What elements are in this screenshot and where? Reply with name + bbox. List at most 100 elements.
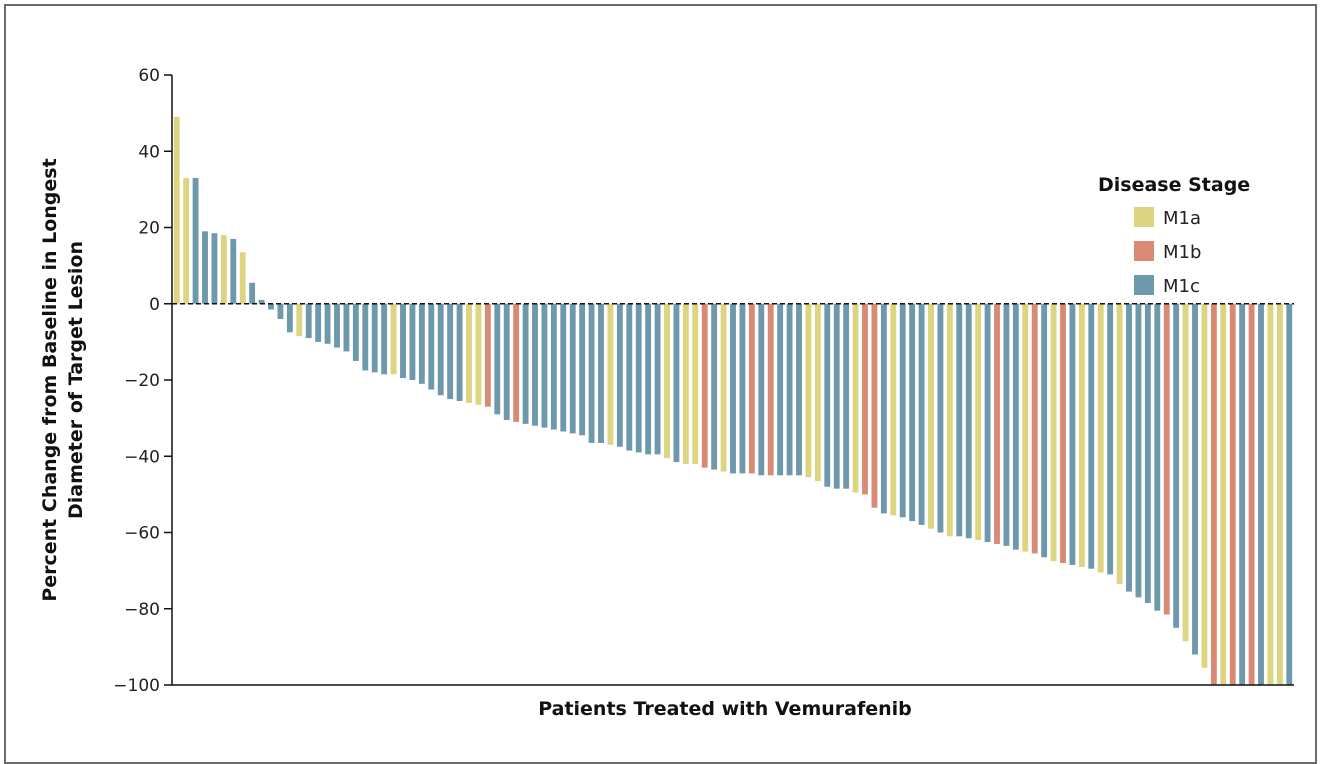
bar-m1a <box>692 303 699 464</box>
bar-m1c <box>880 303 887 514</box>
bar-m1c <box>258 299 265 304</box>
bar-m1a <box>682 303 689 464</box>
bar-m1c <box>249 282 256 304</box>
bar-m1c <box>918 303 925 525</box>
bar-m1c <box>560 303 567 432</box>
bar-m1c <box>626 303 633 451</box>
bar-m1a <box>1201 303 1208 668</box>
bar-m1b <box>1210 303 1217 685</box>
bar-m1c <box>437 303 444 396</box>
bar-m1c <box>343 303 350 352</box>
bar-m1c <box>1126 303 1132 592</box>
bar-m1c <box>202 231 208 304</box>
bar-m1c <box>268 303 274 310</box>
bar-m1c <box>588 303 595 443</box>
bar-m1a <box>466 303 472 403</box>
bar-m1c <box>1135 303 1142 598</box>
bar-m1b <box>862 303 868 495</box>
bar-m1c <box>1069 303 1076 565</box>
bar-m1c <box>286 303 293 333</box>
bar-m1b <box>767 303 774 476</box>
bar-m1a <box>805 303 812 478</box>
bar-m1a <box>1116 303 1123 584</box>
bar-m1c <box>362 303 369 371</box>
bar-m1a <box>296 303 303 337</box>
bar-m1c <box>503 303 510 421</box>
bar-m1c <box>1154 303 1161 611</box>
bar-m1c <box>305 303 312 339</box>
bar-m1c <box>522 303 529 424</box>
y-tick-label: −60 <box>124 524 160 544</box>
bar-m1c <box>334 303 340 348</box>
bar-m1c <box>1088 303 1095 569</box>
bar-m1c <box>315 303 322 342</box>
bar-m1a <box>1050 303 1057 562</box>
bar-m1c <box>909 303 916 522</box>
y-axis-title-line-2: Diameter of Target Lesion <box>65 241 87 519</box>
bar-m1c <box>899 303 906 518</box>
bar-m1c <box>777 303 784 476</box>
bar-m1c <box>843 303 850 489</box>
bar-m1c <box>984 303 991 543</box>
bar-m1b <box>1229 303 1236 685</box>
bar-m1c <box>956 303 963 537</box>
y-tick-label: −80 <box>124 600 160 620</box>
bar-m1c <box>645 303 652 455</box>
bar-m1b <box>1163 303 1170 615</box>
y-tick-label: −100 <box>113 676 160 696</box>
bar-m1c <box>635 303 642 453</box>
legend-swatch-m1c <box>1134 275 1154 295</box>
bar-m1c <box>277 303 284 319</box>
bar-m1c <box>796 303 802 476</box>
y-tick-label: 60 <box>138 66 160 86</box>
bar-m1c <box>579 303 586 436</box>
bar-m1a <box>814 303 821 482</box>
bar-m1c <box>937 303 944 533</box>
y-tick-label: −40 <box>124 447 160 467</box>
bar-m1c <box>598 303 604 443</box>
bar-m1c <box>532 303 538 426</box>
legend-label-m1a: M1a <box>1163 208 1201 229</box>
bar-m1c <box>1107 303 1114 575</box>
bar-m1a <box>664 303 670 459</box>
legend: Disease Stage M1a M1b M1c <box>1098 174 1250 297</box>
y-tick-label: 0 <box>149 295 160 315</box>
bar-m1c <box>833 303 840 489</box>
bar-m1b <box>871 303 878 508</box>
bar-m1c <box>1012 303 1019 550</box>
bar-m1b <box>1031 303 1038 554</box>
bar-m1c <box>758 303 765 476</box>
bar-m1a <box>607 303 614 445</box>
bar-m1c <box>371 303 378 373</box>
bar-m1a <box>928 303 934 529</box>
bar-m1c <box>1286 303 1293 685</box>
y-tick-label: −20 <box>124 371 160 391</box>
x-axis-title: Patients Treated with Vemurafenib <box>538 698 912 720</box>
bar-m1c <box>739 303 746 474</box>
bar-m1b <box>484 303 491 407</box>
bar-m1a <box>1078 303 1085 567</box>
bar-m1c <box>192 177 199 304</box>
y-tick-label: 40 <box>138 142 160 162</box>
bar-m1c <box>569 303 576 434</box>
bar-m1a <box>239 252 246 304</box>
bar-m1c <box>418 303 425 384</box>
legend-swatch-m1b <box>1134 241 1154 261</box>
bar-m1c <box>447 303 454 400</box>
bar-m1a <box>1220 303 1227 685</box>
bar-m1c <box>352 303 359 361</box>
bar-m1c <box>673 303 680 462</box>
bar-m1c <box>1192 303 1198 655</box>
bar-m1c <box>1041 303 1048 558</box>
bar-m1c <box>494 303 501 415</box>
bar-m1a <box>975 303 982 541</box>
bar-m1a <box>720 303 727 472</box>
bar-m1c <box>324 303 331 344</box>
bar-m1b <box>748 303 755 474</box>
y-axis-title: Percent Change from Baseline in Longest … <box>39 158 87 601</box>
bars-group <box>173 116 1293 685</box>
bar-m1a <box>1276 303 1283 685</box>
bar-m1a <box>475 303 482 405</box>
bar-m1b <box>994 303 1000 544</box>
